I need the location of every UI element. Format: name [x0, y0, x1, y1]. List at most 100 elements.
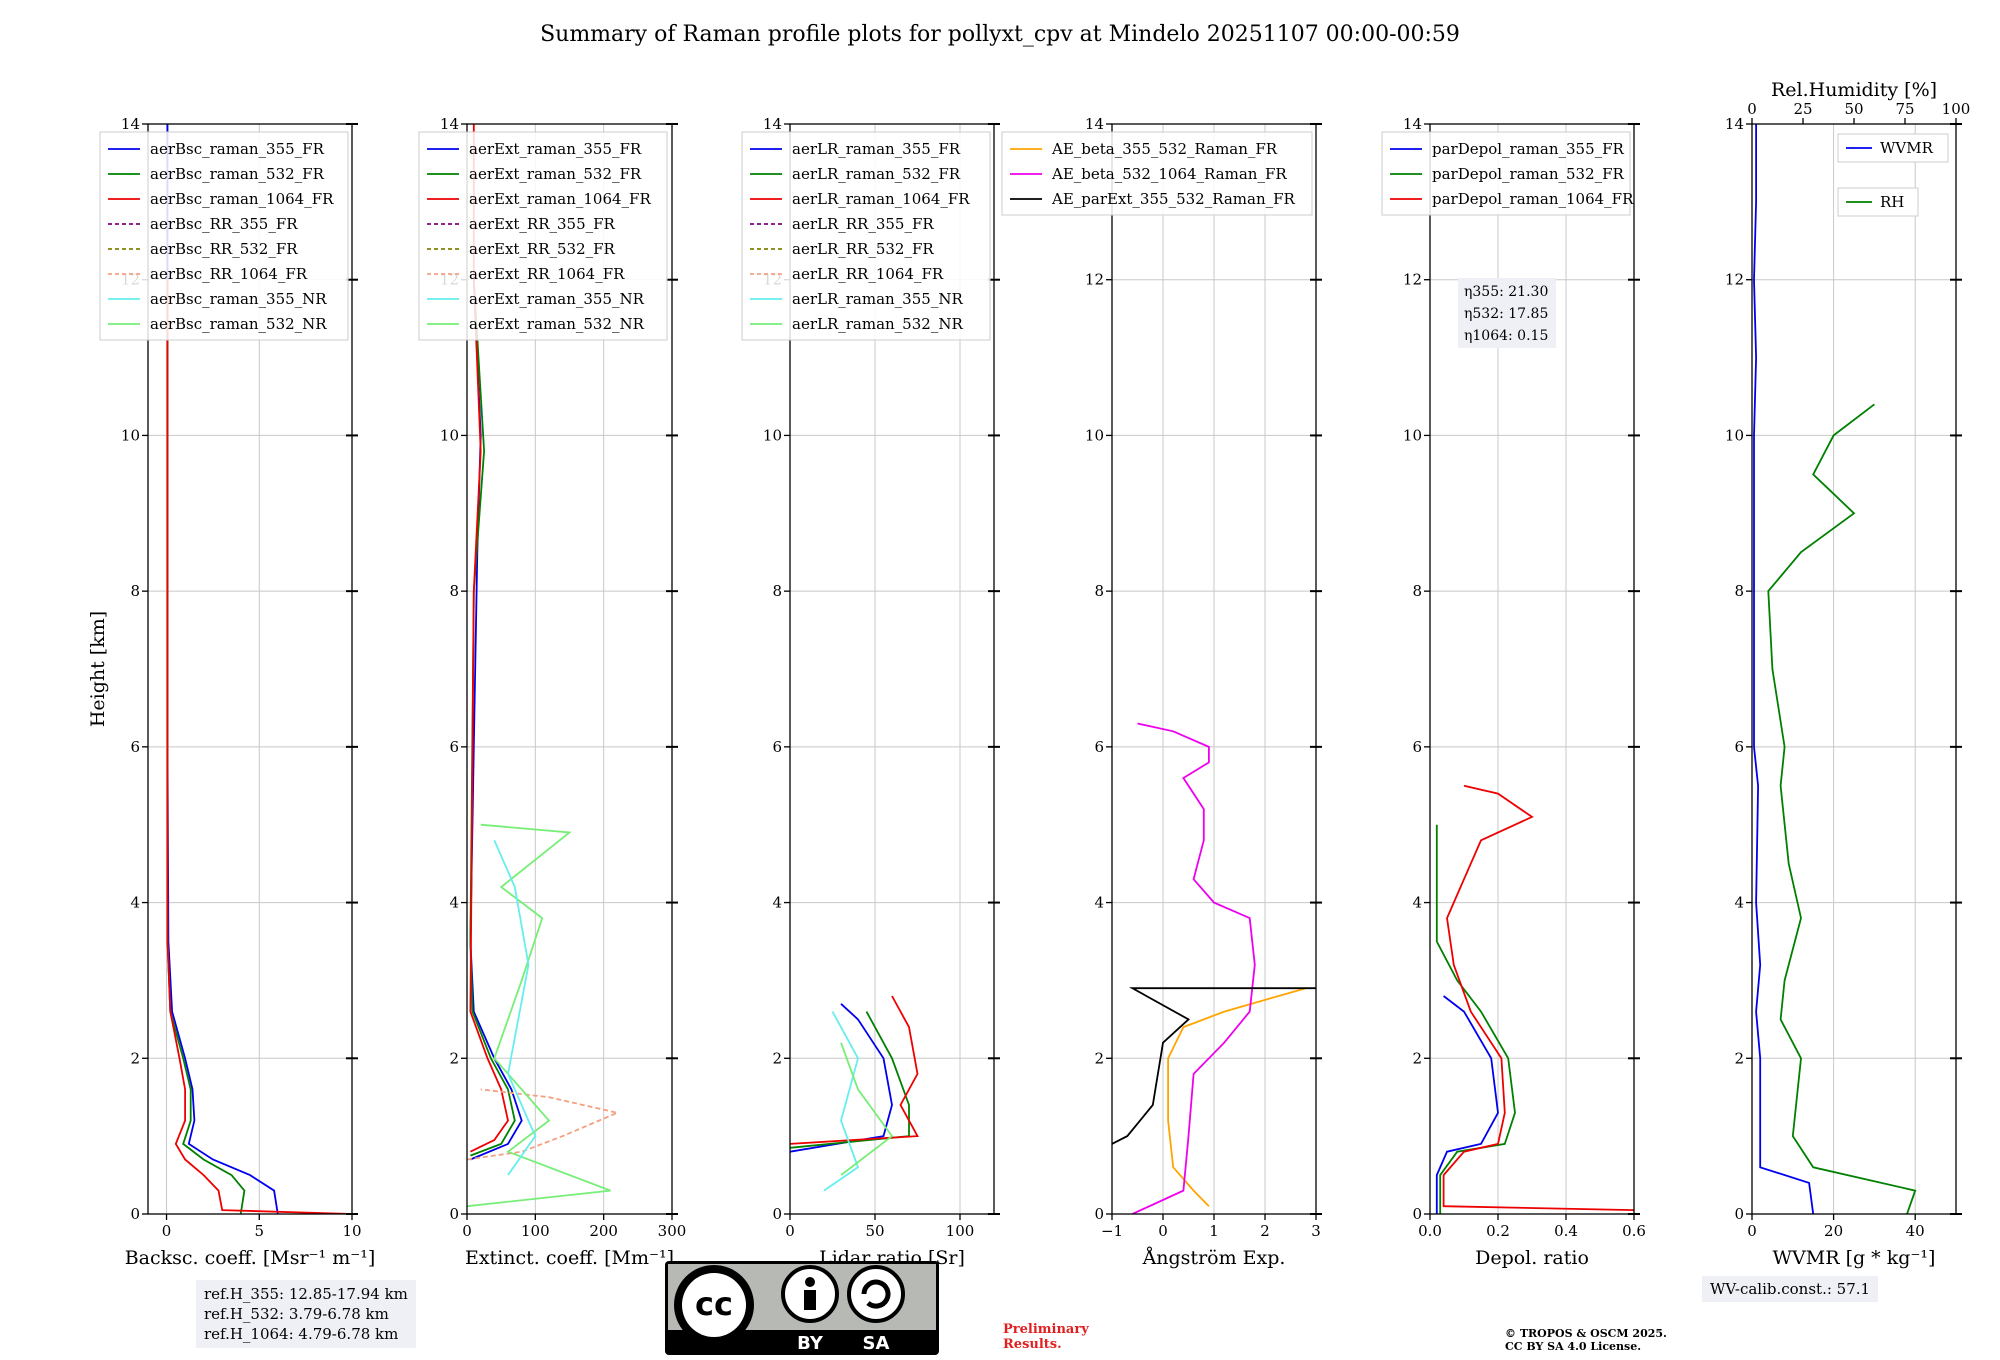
- x-axis-label: Ångström Exp.: [1142, 1247, 1286, 1269]
- series-parDepol_raman_1064_FR: [1442, 784, 1634, 1211]
- legend-label: aerLR_RR_532_FR: [792, 240, 934, 258]
- y-tick-label: 6: [1094, 738, 1104, 756]
- legend-label: parDepol_raman_532_FR: [1432, 165, 1625, 183]
- y-tick-label: 12: [1085, 271, 1104, 289]
- x-axis-label: Backsc. coeff. [Msr⁻¹ m⁻¹]: [125, 1247, 376, 1269]
- y-tick-label: 2: [772, 1049, 782, 1067]
- ref-height-532: ref.H_532: 3.79-6.78 km: [204, 1305, 389, 1323]
- x-tick-label: −1: [1101, 1222, 1123, 1240]
- y-tick-label: 0: [772, 1205, 782, 1223]
- panel-lidar_ratio: 02468101214050100Lidar ratio [Sr]aerLR_r…: [741, 115, 1000, 1269]
- y-tick-label: 2: [449, 1049, 459, 1067]
- eta-annotation: η532: 17.85: [1464, 306, 1548, 322]
- series-parDepol_raman_532_FR: [1435, 824, 1516, 1214]
- x-tick-label: 5: [254, 1222, 264, 1240]
- y-tick-label: 6: [772, 738, 782, 756]
- series-parDepol_raman_355_FR: [1435, 995, 1499, 1214]
- y-tick-label: 14: [440, 115, 459, 133]
- y-tick-label: 6: [1734, 738, 1744, 756]
- x-tick-label: 0.6: [1622, 1222, 1646, 1240]
- axes-frame: [1751, 123, 1957, 1215]
- legend-box: [741, 131, 991, 341]
- y-tick-label: 2: [1412, 1049, 1422, 1067]
- series-aerExt_RR_1064_FR: [467, 1088, 621, 1161]
- legend-box: [1381, 131, 1631, 216]
- y-tick-label: 2: [1094, 1049, 1104, 1067]
- legend-box: [1001, 131, 1313, 216]
- legend-label: aerExt_raman_532_FR: [469, 165, 642, 183]
- y-tick-label: 8: [130, 582, 140, 600]
- x-tick-label: 20: [1824, 1222, 1843, 1240]
- eta-annotation: η1064: 0.15: [1464, 328, 1548, 344]
- y-tick-label: 0: [1094, 1205, 1104, 1223]
- series-aerLR_raman_1064_FR: [790, 995, 919, 1145]
- x-tick-label: 0: [785, 1222, 795, 1240]
- y-tick-label: 0: [1412, 1205, 1422, 1223]
- x-tick-label: 40: [1906, 1222, 1925, 1240]
- legend-label: aerExt_raman_355_FR: [469, 140, 642, 158]
- axes-frame: [789, 123, 995, 1215]
- legend-label: aerBsc_RR_532_FR: [150, 240, 298, 258]
- series-WVMR: [1753, 124, 1815, 1214]
- x-axis-label: Extinct. coeff. [Mm⁻¹]: [465, 1247, 674, 1269]
- legend-label: aerBsc_raman_1064_FR: [150, 190, 334, 208]
- y-tick-label: 10: [121, 426, 140, 444]
- copyright-line-1: © TROPOS & OSCM 2025.: [1505, 1327, 1667, 1340]
- series-AE_parExt_355_532_Raman_FR: [1112, 987, 1316, 1145]
- legend-label: AE_beta_532_1064_Raman_FR: [1051, 165, 1287, 183]
- panel-depol: 0 2 4 6 8 10 12 14 0.0 0.2 0.4 0.6 Depol. ratio parDe…: [1381, 115, 1646, 1269]
- x-tick-label: 10: [342, 1222, 361, 1240]
- y-tick-label: 2: [130, 1049, 140, 1067]
- legend-label: aerLR_raman_355_NR: [792, 290, 963, 308]
- x-tick-label: 2: [1260, 1222, 1270, 1240]
- x-tick-label: 0: [1158, 1222, 1168, 1240]
- x-tick-label: 3: [1311, 1222, 1321, 1240]
- by-label: BY: [797, 1333, 824, 1354]
- y-tick-label: 8: [1734, 582, 1744, 600]
- y-tick-label: 4: [1734, 894, 1744, 912]
- cc-logo-inner: [682, 1273, 746, 1337]
- series-AE_beta_532_1064_Raman_FR: [1132, 722, 1256, 1214]
- y-tick-label: 12: [1403, 271, 1422, 289]
- axes-frame: [1429, 123, 1635, 1215]
- panel-extinction: 024681012140100200300Extinct. coeff. [Mm…: [418, 115, 687, 1269]
- y-tick-label: 4: [130, 894, 140, 912]
- y-tick-label: 10: [1725, 426, 1744, 444]
- legend-label: aerExt_RR_532_FR: [469, 240, 616, 258]
- x-tick-label: 100: [946, 1222, 975, 1240]
- figure-title: Summary of Raman profile plots for polly…: [540, 22, 1460, 47]
- legend-box: [99, 131, 349, 341]
- series-aerExt_raman_1064_FR: [469, 124, 509, 1153]
- legend-label: aerExt_RR_1064_FR: [469, 265, 625, 283]
- series-AE_beta_355_532_Raman_FR: [1167, 987, 1307, 1207]
- x-tick-label: 0: [162, 1222, 172, 1240]
- y-tick-label: 0: [449, 1205, 459, 1223]
- top-tick-label: 75: [1895, 100, 1914, 118]
- legend-label: parDepol_raman_355_FR: [1432, 140, 1625, 158]
- x-axis-label: Depol. ratio: [1475, 1247, 1589, 1269]
- legend-label: parDepol_raman_1064_FR: [1432, 190, 1634, 208]
- y-tick-label: 6: [130, 738, 140, 756]
- series-RH: [1767, 403, 1917, 1214]
- y-tick-label: 14: [1085, 115, 1104, 133]
- y-tick-label: 10: [440, 426, 459, 444]
- series-aerExt_raman_532_FR: [469, 279, 516, 1157]
- series-aerBsc_raman_1064_FR: [166, 279, 352, 1214]
- legend-label: aerBsc_raman_355_NR: [150, 290, 327, 308]
- x-tick-label: 0: [1747, 1222, 1757, 1240]
- top-tick-label: 25: [1793, 100, 1812, 118]
- eta-annotation-box: [1458, 278, 1556, 348]
- series-aerLR_raman_532_FR: [790, 1011, 910, 1149]
- legend-label: aerBsc_RR_1064_FR: [150, 265, 308, 283]
- y-tick-label: 4: [772, 894, 782, 912]
- legend-label: aerLR_raman_1064_FR: [792, 190, 970, 208]
- panel-backscatter: 024681012140510Backsc. coeff. [Msr⁻¹ m⁻¹…: [87, 115, 375, 1269]
- preliminary-line-1: Preliminary: [1003, 1322, 1089, 1337]
- x-tick-label: 300: [658, 1222, 687, 1240]
- y-tick-label: 4: [1094, 894, 1104, 912]
- cc-logo-text: cc: [695, 1285, 733, 1323]
- axes-frame: [466, 123, 673, 1215]
- series-aerLR_raman_532_NR: [840, 1042, 894, 1176]
